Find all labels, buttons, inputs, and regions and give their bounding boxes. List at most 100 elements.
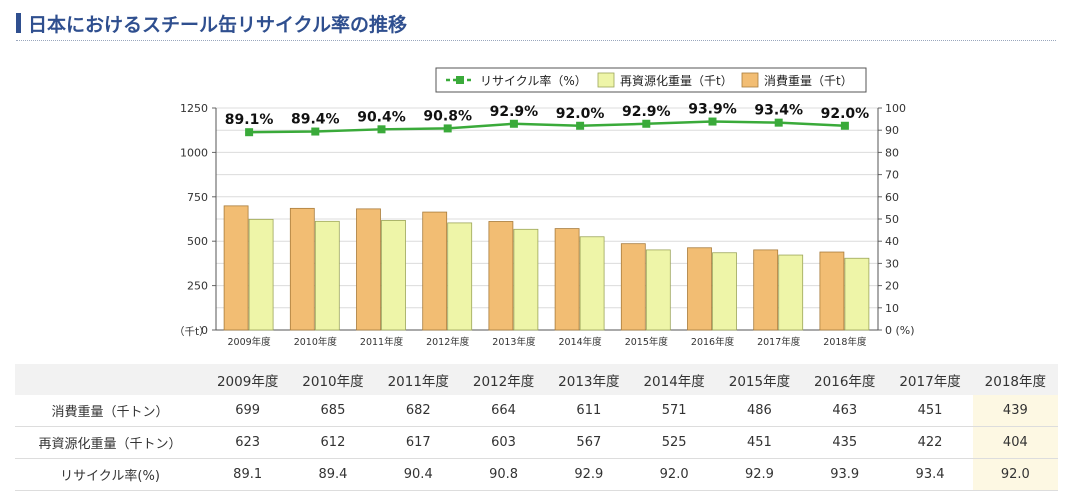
bar-recycled <box>645 249 671 331</box>
bar-recycled <box>314 220 340 331</box>
x-tick-label: 2013年度 <box>492 336 536 348</box>
table-cell: 486 <box>747 403 772 418</box>
table-cell: 92.0 <box>659 467 689 482</box>
table-cell: 451 <box>917 403 943 418</box>
left-axis-tick-label: 1250 <box>180 102 208 115</box>
right-axis-tick-label: 30 <box>885 257 899 270</box>
right-axis-tick-label: 20 <box>885 280 899 293</box>
rate-data-label: 90.8% <box>423 108 472 124</box>
table-row: 消費重量（千トン） 699 685 682 664 611 571 486 463 451 439 <box>15 395 1058 427</box>
rate-point <box>774 118 783 127</box>
table-header-year: 2010年度 <box>290 364 376 395</box>
table-cell: 93.4 <box>915 467 945 482</box>
table-cell: 571 <box>661 403 687 418</box>
right-axis-tick-label: 50 <box>885 213 899 226</box>
rate-data-label: 93.4% <box>754 103 803 119</box>
table-header-year: 2016年度 <box>802 364 888 395</box>
table-cell: 93.9 <box>830 467 860 482</box>
legend-recycled-swatch <box>597 72 615 88</box>
table-row: リサイクル率(%) 89.1 89.4 90.4 90.8 92.9 92.0 92.9 93.… <box>15 458 1058 491</box>
bar-consumption <box>422 211 448 331</box>
bar-consumption <box>223 205 249 331</box>
table-cell: 422 <box>917 435 943 450</box>
table-cell: 92.0 <box>972 458 1058 491</box>
rate-point <box>509 119 518 128</box>
left-axis-tick-label: 1000 <box>180 146 208 159</box>
table-cell: 404 <box>972 426 1058 459</box>
x-tick-label: 2012年度 <box>426 336 470 348</box>
x-tick-label: 2014年度 <box>559 336 603 348</box>
table-cell: 90.4 <box>403 467 433 482</box>
page-header: 日本におけるスチール缶リサイクル率の推移 <box>16 8 1056 41</box>
bar-recycled <box>248 218 274 331</box>
table-cell: 92.9 <box>744 467 774 482</box>
left-axis-unit-label: （千t） <box>174 326 210 338</box>
rate-data-label: 92.0% <box>821 106 870 122</box>
rate-data-label: 92.9% <box>622 104 671 120</box>
bar-consumption <box>819 251 845 331</box>
rate-point <box>642 119 651 128</box>
table-header-year: 2015年度 <box>716 364 803 395</box>
rate-point <box>443 124 452 133</box>
table-cell: 699 <box>235 403 261 418</box>
bar-consumption <box>687 247 712 331</box>
x-tick-label: 2015年度 <box>625 336 669 348</box>
x-tick-label: 2011年度 <box>360 336 404 348</box>
bar-recycled <box>579 236 605 331</box>
legend-recycled-label: 再資源化重量（千t） <box>620 74 733 88</box>
table-cell: 439 <box>972 395 1058 427</box>
bar-consumption <box>620 243 646 331</box>
table-cell: 603 <box>491 435 516 450</box>
table-cell: 525 <box>661 435 687 450</box>
right-axis-tick-label: 70 <box>885 169 899 182</box>
rate-point <box>576 121 585 130</box>
bar-recycled <box>447 222 473 331</box>
data-table: 2009年度 2010年度 2011年度 2012年度 2013年度 2014年度 2015… <box>15 364 1058 491</box>
bar-recycled <box>844 257 870 331</box>
table-cell: 435 <box>832 435 858 450</box>
table-cell: 612 <box>320 435 346 450</box>
bar-consumption <box>488 221 514 331</box>
rate-point <box>840 121 849 130</box>
legend-consumption-label: 消費重量（千t） <box>764 73 853 88</box>
right-axis-tick-label: 80 <box>885 146 899 159</box>
rate-data-label: 89.4% <box>291 112 340 128</box>
rate-point <box>708 117 717 126</box>
page-title: 日本におけるスチール缶リサイクル率の推移 <box>28 14 408 36</box>
right-axis-tick-label: 60 <box>885 191 899 204</box>
table-cell: 92.9 <box>574 467 604 482</box>
table-cell: 567 <box>576 435 602 450</box>
table-cell: 682 <box>405 403 431 418</box>
rate-data-label: 92.9% <box>490 104 539 120</box>
table-cell: 623 <box>235 435 261 450</box>
x-tick-label: 2017年度 <box>757 336 801 348</box>
table-cell: 611 <box>576 403 602 418</box>
rate-point <box>245 128 254 137</box>
right-axis-tick-label: 10 <box>885 302 899 315</box>
x-tick-label: 2016年度 <box>691 336 735 348</box>
x-tick-label: 2018年度 <box>823 336 867 348</box>
legend-box <box>435 67 867 93</box>
table-cell: 89.4 <box>318 467 348 482</box>
rate-data-label: 89.1% <box>225 112 274 128</box>
table-header-year: 2017年度 <box>887 364 973 395</box>
table-header-year: 2009年度 <box>205 364 291 395</box>
left-axis-tick-label: 750 <box>187 191 208 204</box>
bar-recycled <box>778 254 804 331</box>
left-axis-tick-label: 500 <box>187 235 208 248</box>
table-cell: 451 <box>747 435 772 450</box>
right-axis-tick-label: 90 <box>885 124 899 137</box>
bar-recycled <box>381 220 406 331</box>
table-corner <box>15 364 205 395</box>
table-header-year: 2014年度 <box>631 364 717 395</box>
header-accent-bar <box>16 13 21 33</box>
bar-consumption <box>289 207 315 331</box>
right-axis-tick-label: 100 <box>885 102 906 115</box>
right-axis-tick-label: 40 <box>885 235 899 248</box>
left-axis-tick-label: 0 <box>201 324 208 337</box>
table-row-label: 再資源化重量（千トン） <box>38 437 182 452</box>
bar-recycled <box>712 252 737 331</box>
table-header-year: 2011年度 <box>375 364 461 395</box>
bar-consumption <box>554 228 580 331</box>
table-header-year: 2018年度 <box>972 364 1058 395</box>
